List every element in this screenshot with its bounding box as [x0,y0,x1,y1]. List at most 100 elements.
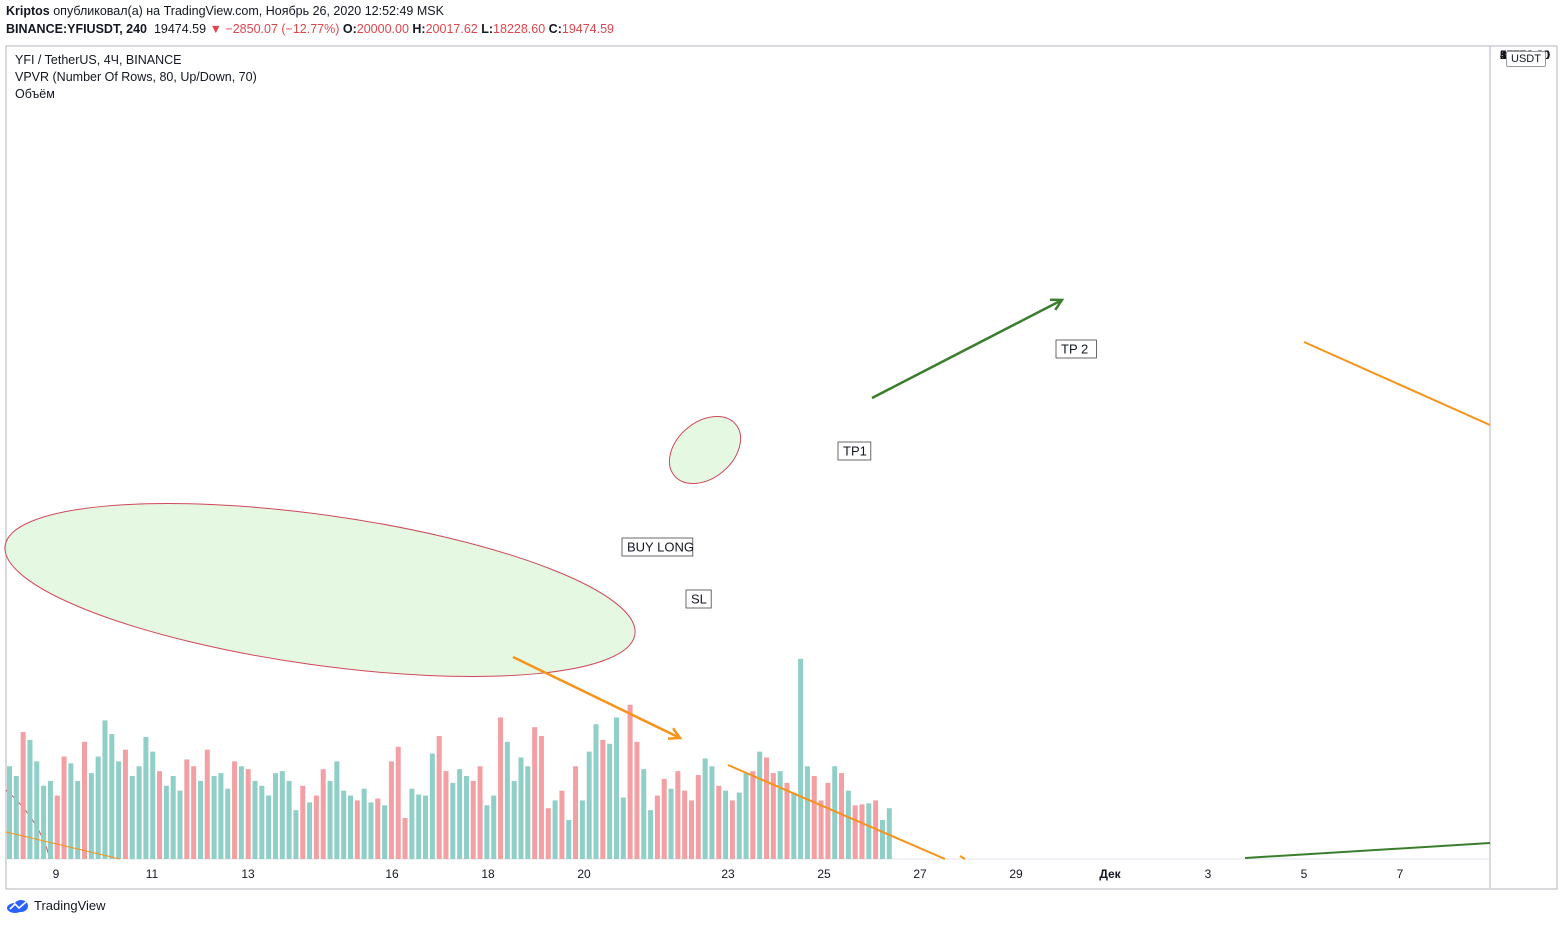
volume-bar [13,776,19,859]
volume-bar [852,805,858,859]
accumulation-ellipse [4,503,636,677]
volume-bar [545,808,551,859]
volume-bar [709,766,715,859]
low-value: 18228.60 [493,22,546,36]
volume-bar [429,753,435,859]
buy-long-label-box[interactable] [621,537,694,557]
volume-bar [68,763,74,859]
volume-bar [627,704,633,859]
time-tick: 27 [913,867,927,881]
volume-bar [184,759,190,859]
currency-badge[interactable]: USDT [1506,51,1546,67]
volume-bar [450,782,456,859]
volume-bar [702,758,708,859]
volume-bar [470,780,476,859]
time-tick: 23 [721,867,735,881]
volume-bar [122,749,128,859]
volume-bar [839,773,845,859]
volume-bar [689,800,694,859]
volume-bar [498,717,504,859]
volume-bar [791,792,797,859]
volume-bar [423,795,429,859]
left-volume-line [5,831,121,860]
volume-bar [388,761,394,859]
volume-bar [804,766,810,859]
legend-volume[interactable]: Объём [15,87,55,101]
volume-bar [102,720,108,859]
volume-bar [661,778,667,859]
volume-bar [82,741,88,859]
sl-label-box[interactable] [685,589,712,609]
tp2-arrow-shaft [871,298,1063,400]
volume-bar [566,819,572,859]
volume-bar [436,736,442,859]
time-tick: 29 [1009,867,1023,881]
volume-bar [682,790,688,859]
volume-bar [218,773,224,859]
volume-bar [116,761,122,859]
volume-bar [34,761,40,859]
tp2-label-box[interactable] [1055,339,1097,359]
volume-bar [723,790,729,859]
volume-downtrend-tail [959,855,966,860]
volume-bar [348,795,353,859]
tp1-label-box[interactable] [837,441,872,461]
volume-bar [811,776,817,859]
author-name[interactable]: Kriptos [6,4,50,18]
last-price: 19474.59 [153,22,207,36]
volume-arrow-head [667,727,683,740]
time-tick: 20 [577,867,591,881]
time-tick: 18 [481,867,495,881]
volume-bar [866,803,872,859]
tp2-label[interactable]: TP 2 [1061,342,1088,357]
volume-bar [654,795,660,859]
sl-label[interactable]: SL [691,592,707,607]
volume-bar [395,746,401,859]
price-change: ▼ −2850.07 (−12.77%) [209,22,340,36]
volume-bar [525,766,531,859]
volume-bar [757,751,763,859]
time-tick: Дек [1099,867,1121,881]
volume-bar [327,780,333,859]
volume-bar [770,773,776,859]
close-label: C: [548,22,562,36]
volume-bar [129,776,135,859]
publish-info: Kriptos опубликовал(а) на TradingView.co… [6,4,444,18]
tp1-label[interactable]: TP1 [843,444,867,459]
volume-bar [818,800,824,859]
volume-bar [191,766,197,859]
time-tick: 11 [146,867,159,881]
volume-bar [382,805,388,859]
high-value: 20017.62 [425,22,478,36]
volume-bar [586,751,592,859]
volume-bar [511,780,517,859]
volume-bar [859,804,865,859]
publish-text: опубликовал(а) на TradingView.com, Ноябр… [53,4,444,18]
volume-bar [334,761,340,859]
time-tick: 7 [1397,867,1404,881]
tp2-arrow [871,298,1065,400]
volume-bar [634,741,640,859]
tp2-arrow-head [1049,298,1065,311]
volume-bar [75,780,81,859]
volume-bar [61,756,67,859]
volume-bar [252,780,258,859]
volume-bar [729,800,735,859]
right-orange-line [1303,341,1491,426]
volume-bar [416,794,422,859]
volume-bar [736,792,742,859]
time-tick: 16 [385,867,399,881]
volume-bar [648,810,654,859]
volume-bar [27,739,33,859]
buy-long-label[interactable]: BUY LONG [627,540,694,555]
legend-vpvr[interactable]: VPVR (Number Of Rows, 80, Up/Down, 70) [15,70,257,84]
green-volume-line [1244,842,1491,859]
volume-downtrend-line [727,764,946,860]
volume-bar [88,773,94,859]
volume-bar [600,739,606,859]
volume-bar [47,780,53,859]
volume-bar [368,802,374,859]
volume-bar [798,658,804,859]
open-value: 20000.00 [356,22,409,36]
